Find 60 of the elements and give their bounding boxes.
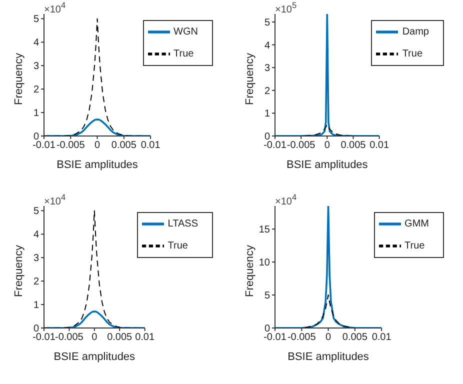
y-tick-label: 2 bbox=[33, 276, 40, 288]
x-axis-title: BSIE amplitudes bbox=[54, 351, 136, 363]
y-tick-label: 10 bbox=[258, 258, 270, 269]
y-tick-label: 4 bbox=[33, 38, 40, 49]
x-tick-label: -0.005 bbox=[286, 140, 316, 152]
y-tick-label: 3 bbox=[264, 63, 270, 74]
x-tick-label: 0 bbox=[92, 332, 98, 344]
legend-label: LTASS bbox=[168, 218, 198, 230]
y-tick-label: 2 bbox=[264, 86, 270, 97]
x-tick-label: -0.005 bbox=[55, 332, 84, 344]
x-tick-label: 0.01 bbox=[140, 140, 161, 152]
x-tick-label: -0.01 bbox=[264, 332, 287, 344]
y-tick-label: 1 bbox=[33, 300, 40, 312]
x-tick-label: 0 bbox=[325, 332, 332, 344]
x-tick-label: -0.01 bbox=[32, 332, 56, 344]
y-tick-label: 4 bbox=[33, 230, 40, 241]
legend-label: GMM bbox=[404, 218, 429, 230]
y-tick-label: 5 bbox=[264, 290, 270, 302]
x-axis-title: BSIE amplitudes bbox=[56, 159, 138, 171]
legend-label: WGN bbox=[174, 26, 198, 38]
x-tick-label: 0.005 bbox=[340, 140, 366, 152]
y-axis-title: Frequency bbox=[12, 244, 25, 297]
x-tick-label: 0 bbox=[324, 140, 330, 152]
x-tick-label: 0.005 bbox=[111, 140, 137, 152]
legend-label: True bbox=[174, 48, 194, 60]
x-tick-label: 0 bbox=[94, 140, 100, 152]
legend-label: True bbox=[402, 48, 423, 60]
x-tick-label: 0.01 bbox=[135, 332, 155, 344]
y-tick-label: 1 bbox=[33, 108, 40, 120]
x-tick-label: 0.01 bbox=[370, 140, 390, 152]
y-tick-label: 1 bbox=[264, 108, 270, 120]
line-series bbox=[275, 206, 382, 328]
annotation: ×10$^{4}$ bbox=[44, 192, 66, 208]
annotation: ×10$^{4}$ bbox=[44, 0, 66, 16]
y-axis-title: Frequency bbox=[12, 52, 25, 105]
x-tick-label: -0.005 bbox=[287, 332, 316, 344]
y-tick-label: 5 bbox=[264, 18, 270, 29]
y-tick-label: 4 bbox=[264, 40, 270, 52]
x-tick-label: 0.01 bbox=[372, 332, 392, 344]
x-tick-label: 0.005 bbox=[107, 332, 133, 344]
x-tick-label: -0.01 bbox=[32, 140, 56, 152]
y-tick-label: 15 bbox=[258, 224, 270, 236]
legend-label: True bbox=[404, 240, 425, 252]
y-tick-label: 5 bbox=[33, 14, 40, 26]
y-tick-label: 2 bbox=[33, 84, 40, 96]
line-series bbox=[275, 14, 380, 136]
y-tick-label: 3 bbox=[33, 253, 40, 264]
annotation: ×10$^{4}$ bbox=[275, 192, 297, 208]
y-tick-label: 3 bbox=[33, 61, 40, 72]
y-tick-label: 5 bbox=[33, 206, 40, 218]
legend-label: True bbox=[168, 240, 188, 252]
x-tick-label: -0.005 bbox=[56, 140, 86, 152]
x-axis-title: BSIE amplitudes bbox=[288, 351, 370, 363]
annotation: ×10$^{5}$ bbox=[275, 0, 297, 16]
y-axis-title: Frequency bbox=[244, 52, 256, 105]
legend-label: Damp bbox=[402, 26, 429, 38]
x-tick-label: 0.005 bbox=[342, 332, 368, 344]
x-tick-label: -0.01 bbox=[264, 140, 287, 152]
x-axis-title: BSIE amplitudes bbox=[286, 159, 368, 171]
y-axis-title: Frequency bbox=[244, 244, 256, 297]
